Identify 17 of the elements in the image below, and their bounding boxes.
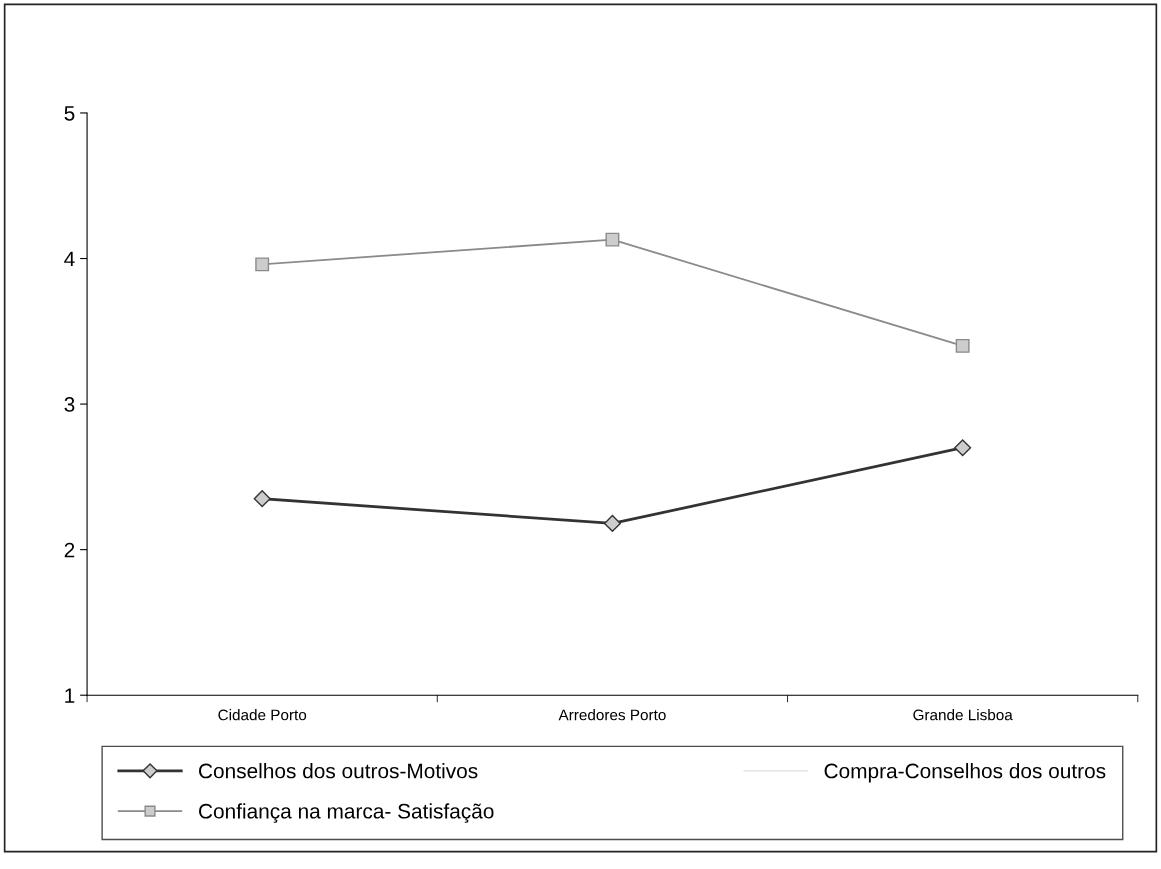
point [603, 514, 621, 532]
point [255, 257, 270, 272]
legend-label: Compra-Conselhos dos outros [824, 763, 1106, 783]
y-tick-label: 1 [65, 688, 75, 703]
y-tick-label: 2 [64, 542, 75, 558]
point [955, 338, 970, 353]
legend-label: Confiança na marca- Satisfação [199, 803, 494, 823]
point [253, 490, 271, 508]
x-tick-label: Grande Lisboa [913, 709, 1013, 721]
x-tick-label: Cidade Porto [218, 709, 307, 721]
y-tick-label: 5 [64, 106, 75, 121]
point [605, 232, 620, 247]
y-tick-label: 3 [64, 397, 75, 412]
x-tick-label: Arredores Porto [558, 709, 666, 721]
point [954, 439, 972, 457]
legend-label: Conselhos dos outros-Motivos [199, 763, 478, 779]
y-tick-label: 4 [64, 251, 75, 267]
